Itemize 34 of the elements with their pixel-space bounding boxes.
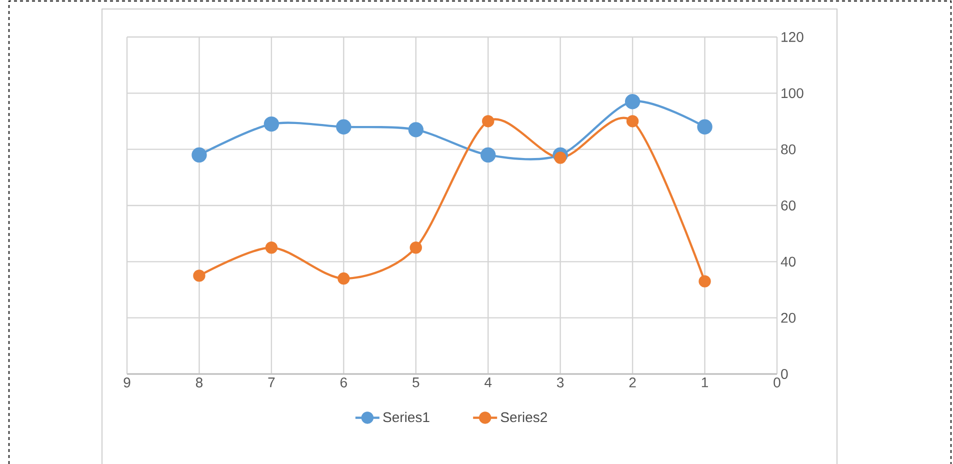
x-tick-label: 8 [196, 378, 203, 388]
point [264, 116, 280, 132]
x-tick-label: 7 [268, 378, 275, 388]
x-tick-label: 1 [702, 378, 708, 388]
x-tick-label: 2 [629, 378, 636, 388]
x-tick-label: 0 [774, 378, 780, 388]
x-tick-label: 4 [484, 378, 492, 388]
y-tick-label: 100 [782, 88, 804, 98]
point [480, 147, 496, 163]
point [338, 272, 350, 285]
x-tick-label: 6 [340, 378, 347, 388]
point [624, 94, 640, 110]
y-tick-label: 60 [781, 200, 796, 210]
legend-label: Series1 [383, 412, 430, 422]
y-tick-label: 40 [780, 256, 796, 267]
y-tick-label: 120 [782, 32, 804, 42]
point [408, 122, 424, 138]
point [192, 147, 207, 163]
legend-label: Series2 [500, 412, 547, 422]
point [265, 242, 278, 254]
x-tick-label: 5 [412, 378, 420, 388]
x-tick-label: 9 [124, 378, 130, 388]
y-tick-label: 0 [781, 369, 788, 379]
y-tick-label: 20 [781, 312, 796, 323]
point [697, 119, 712, 134]
point [410, 242, 422, 254]
point [554, 152, 566, 164]
point [698, 275, 711, 288]
point [193, 270, 206, 282]
point [626, 115, 639, 128]
point [336, 119, 352, 134]
x-tick-label: 3 [556, 378, 564, 388]
point [482, 115, 494, 128]
y-tick-label: 80 [781, 144, 796, 154]
